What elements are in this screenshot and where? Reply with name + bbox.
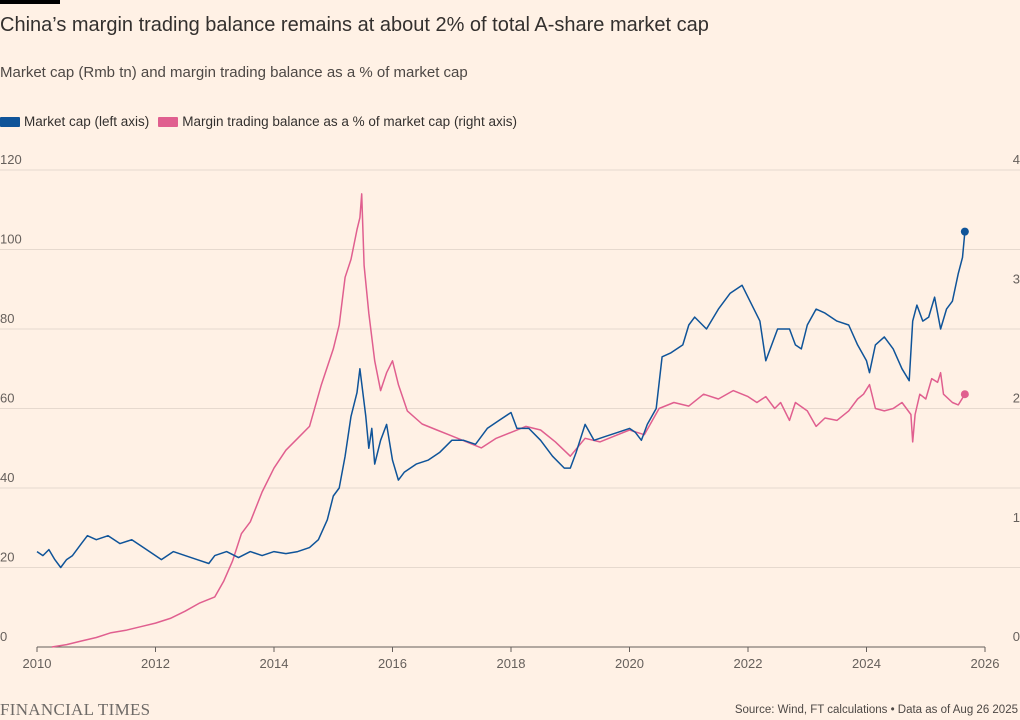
x-tick-label: 2016 <box>378 656 407 671</box>
series-line-market-cap <box>36 231 966 569</box>
y-left-tick-label: 40 <box>0 470 14 485</box>
y-left-tick-label: 60 <box>0 391 14 406</box>
x-tick-label: 2012 <box>141 656 170 671</box>
y-left-tick-label: 0 <box>0 629 7 644</box>
y-left-tick-label: 120 <box>0 152 22 167</box>
series-line-margin-balance <box>51 193 966 648</box>
y-right-tick-label: 0 <box>1013 629 1020 644</box>
legend-item-margin-balance: Margin trading balance as a % of market … <box>158 114 517 129</box>
legend-swatch-market-cap <box>0 116 20 127</box>
y-left-tick-label: 20 <box>0 550 14 565</box>
y-right-tick-label: 2 <box>1013 391 1020 406</box>
legend-label-market-cap: Market cap (left axis) <box>24 114 150 129</box>
x-tick-label: 2014 <box>260 656 289 671</box>
source-note: Source: Wind, FT calculations • Data as … <box>734 704 1018 716</box>
chart-title: China’s margin trading balance remains a… <box>0 14 709 36</box>
chart-legend: Market cap (left axis) Margin trading ba… <box>0 114 526 129</box>
brand-logo-text: FINANCIAL TIMES <box>0 700 151 719</box>
x-tick-label: 2024 <box>852 656 881 671</box>
y-left-tick-label: 80 <box>0 311 14 326</box>
chart-subtitle: Market cap (Rmb tn) and margin trading b… <box>0 64 468 81</box>
legend-label-margin-balance: Margin trading balance as a % of market … <box>182 114 517 129</box>
y-right-tick-label: 4 <box>1013 152 1020 167</box>
series-end-marker-market-cap <box>960 227 969 236</box>
brand-accent-bar <box>0 0 60 4</box>
x-tick-label: 2018 <box>497 656 526 671</box>
y-right-tick-label: 1 <box>1013 510 1020 525</box>
x-tick-label: 2010 <box>23 656 52 671</box>
x-tick-label: 2026 <box>971 656 1000 671</box>
x-tick-label: 2020 <box>615 656 644 671</box>
series-end-marker-margin-balance <box>960 390 969 399</box>
legend-item-market-cap: Market cap (left axis) <box>0 114 149 129</box>
x-tick-label: 2022 <box>734 656 763 671</box>
y-right-tick-label: 3 <box>1013 271 1020 286</box>
line-chart: 0 20 40 60 80 100 120 0 1 2 3 4 2010 2012 2014 2016 2018… <box>0 152 1020 671</box>
legend-swatch-margin-balance <box>158 116 179 127</box>
y-left-tick-label: 100 <box>0 232 22 247</box>
